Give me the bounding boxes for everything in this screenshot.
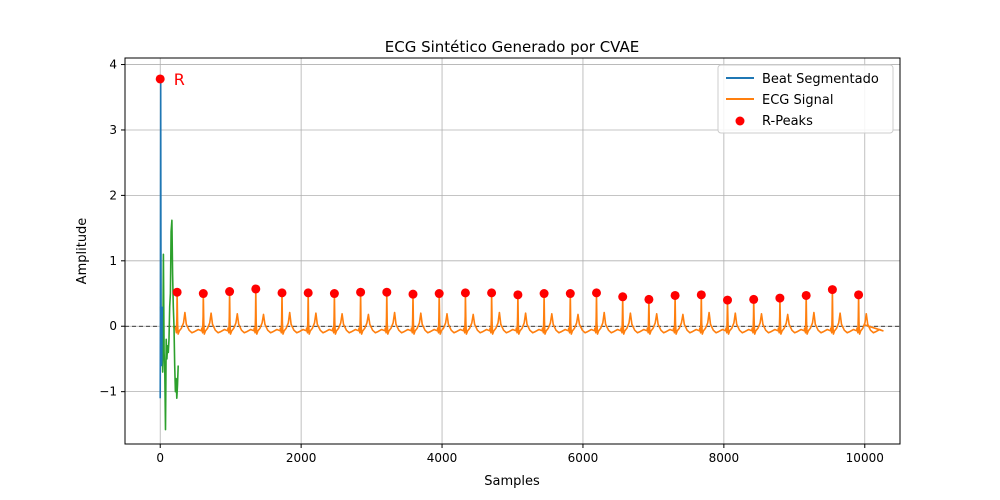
r-peak-marker xyxy=(487,288,497,298)
legend-label: ECG Signal xyxy=(762,93,833,108)
r-peak-marker xyxy=(434,289,444,299)
r-peak-marker xyxy=(225,287,235,297)
r-peaks-group xyxy=(155,74,864,305)
legend-swatch-marker xyxy=(735,116,745,126)
legend: Beat Segmentado ECG Signal R-Peaks xyxy=(717,64,894,134)
r-peak-marker xyxy=(251,284,261,294)
r-peak-marker xyxy=(329,289,339,299)
r-peak-marker xyxy=(618,292,628,302)
r-peak-marker xyxy=(749,294,759,304)
chart-title: ECG Sintético Generado por CVAE xyxy=(385,38,639,56)
r-peak-marker xyxy=(775,293,785,303)
r-peak-marker xyxy=(408,289,418,299)
r-peak-marker xyxy=(539,289,549,299)
legend-box xyxy=(717,64,894,134)
ticks-group: 0 2000 4000 6000 8000 10000 −1 0 1 2 3 4 xyxy=(99,58,884,465)
r-peak-marker xyxy=(696,290,706,300)
x-tick-label: 8000 xyxy=(709,451,740,465)
ecg-signal-line xyxy=(172,288,884,335)
r-peak-marker xyxy=(565,289,575,299)
y-tick-label: 1 xyxy=(109,254,117,268)
y-axis-label: Amplitude xyxy=(75,218,90,285)
r-peak-marker xyxy=(198,289,208,299)
y-tick-label: 0 xyxy=(109,319,117,333)
legend-label: R-Peaks xyxy=(762,114,813,129)
r-peak-marker xyxy=(382,287,392,297)
r-peak-marker xyxy=(670,290,680,300)
r-annotation: R xyxy=(174,70,185,89)
r-peak-marker xyxy=(155,74,165,84)
r-peak-marker xyxy=(723,295,732,305)
y-tick-label: 4 xyxy=(109,58,117,72)
r-peak-marker xyxy=(172,287,182,297)
r-peak-marker xyxy=(277,288,287,298)
x-tick-label: 0 xyxy=(156,451,164,465)
r-peak-marker xyxy=(513,290,523,300)
y-tick-label: 2 xyxy=(109,188,117,202)
r-peak-marker xyxy=(827,285,837,295)
r-peak-marker xyxy=(592,288,601,298)
x-tick-label: 10000 xyxy=(846,451,884,465)
y-tick-label: −1 xyxy=(99,385,117,399)
r-peak-marker xyxy=(460,288,470,298)
x-axis-label: Samples xyxy=(484,474,540,489)
x-tick-label: 4000 xyxy=(427,451,458,465)
beat-segmentado-line xyxy=(159,78,164,399)
legend-label: Beat Segmentado xyxy=(762,72,879,87)
r-peak-marker xyxy=(854,290,864,300)
series-group xyxy=(159,78,884,431)
green-beat-line xyxy=(159,219,179,431)
r-peak-marker xyxy=(303,288,313,298)
x-tick-label: 6000 xyxy=(568,451,599,465)
plot-frame xyxy=(124,57,901,445)
x-tick-label: 2000 xyxy=(286,451,317,465)
y-tick-label: 3 xyxy=(109,123,117,137)
r-peak-marker xyxy=(356,287,366,297)
r-peak-marker xyxy=(801,290,811,300)
r-peak-marker xyxy=(644,294,654,304)
